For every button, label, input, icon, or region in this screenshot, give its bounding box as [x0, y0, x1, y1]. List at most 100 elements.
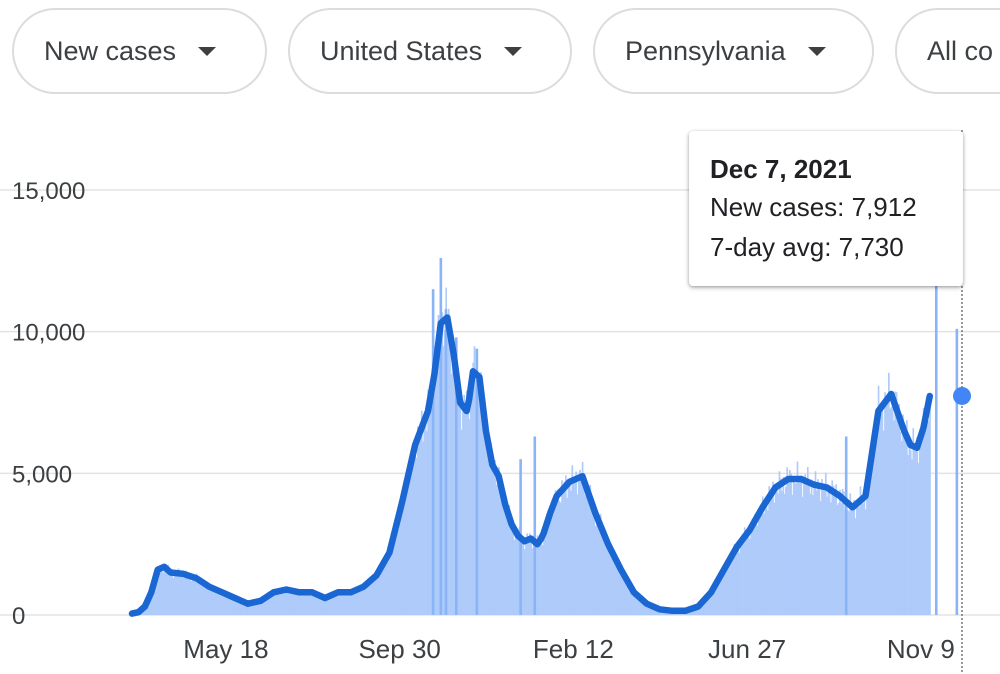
daily-bar [501, 485, 504, 615]
daily-bar [235, 600, 238, 615]
spike-bar [955, 328, 959, 615]
spike-bar [439, 258, 443, 615]
daily-bar [258, 599, 261, 615]
daily-bar [279, 590, 282, 615]
daily-bar [339, 589, 342, 615]
daily-bar [895, 392, 898, 615]
daily-bar [886, 400, 889, 615]
daily-bar [323, 597, 325, 615]
daily-bar [622, 578, 625, 615]
daily-bar [521, 543, 523, 615]
daily-bar [275, 590, 278, 615]
daily-bar [754, 513, 756, 615]
cases-chart[interactable]: 15,000 10,000 5,000 0 May 18 Sep 30 Feb 12 Jun… [0, 110, 1000, 674]
daily-bar [317, 594, 320, 615]
daily-bar [370, 580, 373, 615]
daily-bar [575, 471, 577, 615]
county-dropdown[interactable]: All co [895, 8, 1000, 94]
spike-bar [475, 348, 479, 615]
daily-bar [420, 410, 423, 615]
daily-bar [742, 539, 745, 615]
daily-bar [405, 492, 408, 615]
daily-bar [312, 593, 315, 615]
daily-bar [795, 483, 798, 615]
daily-bar [779, 478, 782, 615]
daily-bar [388, 550, 391, 615]
daily-bar [171, 571, 173, 615]
daily-bar [694, 607, 697, 615]
daily-bar [480, 372, 482, 615]
daily-bar [926, 401, 929, 615]
daily-bar [419, 422, 422, 615]
daily-bar [644, 601, 647, 615]
daily-bar [882, 430, 885, 615]
daily-bar [851, 503, 854, 615]
daily-bar [189, 576, 191, 615]
daily-bar [307, 591, 310, 615]
daily-bar [899, 431, 902, 615]
daily-bar [740, 539, 742, 615]
daily-bar [918, 445, 921, 615]
daily-bar [790, 473, 792, 615]
daily-bar [472, 362, 475, 615]
daily-bar [272, 591, 275, 615]
daily-bar [929, 403, 931, 615]
daily-bar [778, 471, 781, 615]
metric-dropdown[interactable]: New cases [12, 8, 267, 94]
daily-bar [809, 493, 812, 615]
daily-bar [391, 542, 393, 615]
daily-bar [706, 596, 709, 615]
daily-bar [510, 522, 513, 615]
daily-bar [332, 593, 334, 615]
daily-bar [459, 398, 462, 615]
daily-bar [449, 324, 451, 615]
daily-bar [263, 600, 266, 615]
daily-bar [456, 388, 459, 615]
daily-bar [172, 578, 175, 615]
daily-bar [528, 533, 531, 615]
tooltip-average: 7-day avg: 7,730 [710, 232, 904, 262]
daily-bar [746, 537, 749, 615]
daily-bar [833, 495, 836, 615]
daily-bar [541, 545, 544, 615]
daily-bar [326, 598, 329, 615]
daily-bar [330, 595, 333, 615]
daily-bar [406, 475, 409, 615]
daily-bar [794, 483, 796, 615]
daily-bar [876, 419, 879, 615]
daily-bar [540, 538, 543, 615]
daily-bar [631, 589, 634, 615]
daily-bar [200, 585, 203, 615]
daily-bar [495, 484, 498, 615]
daily-bar [617, 559, 620, 615]
daily-bar [840, 503, 843, 615]
daily-bar [293, 588, 296, 615]
daily-bar [616, 559, 619, 615]
daily-bar [592, 500, 594, 615]
daily-bar [216, 589, 218, 615]
daily-bar [625, 578, 628, 615]
daily-bar [302, 592, 305, 615]
daily-bar [428, 399, 431, 615]
daily-bar [653, 607, 656, 615]
daily-bar [362, 588, 365, 615]
daily-bar [702, 601, 705, 615]
daily-bar [335, 591, 338, 615]
country-dropdown[interactable]: United States [288, 8, 572, 94]
daily-bar [186, 576, 189, 615]
daily-bar [801, 496, 804, 615]
daily-bar [611, 554, 614, 615]
daily-bar [399, 507, 401, 615]
daily-bar [725, 560, 728, 615]
daily-bar [471, 397, 473, 615]
region-dropdown[interactable]: Pennsylvania [593, 8, 874, 94]
daily-bar [368, 580, 370, 615]
daily-bar [869, 448, 872, 615]
daily-bar [287, 587, 289, 615]
daily-bar [306, 594, 309, 615]
daily-bar [830, 502, 832, 615]
daily-bar [817, 479, 819, 615]
daily-bar [634, 591, 637, 615]
daily-bar [225, 596, 227, 615]
filter-bar: New cases United States Pennsylvania All… [0, 0, 1000, 110]
